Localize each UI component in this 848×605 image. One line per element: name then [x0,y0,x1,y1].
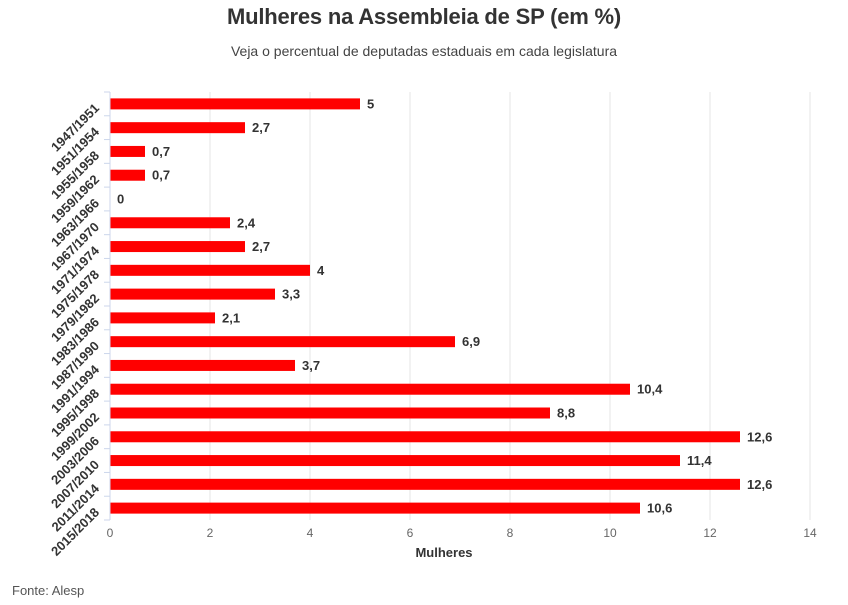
value-label: 3,3 [282,287,300,302]
bar [110,502,640,514]
value-label: 12,6 [747,477,772,492]
category-labels: 1947/19511951/19541955/19581959/19621963… [48,91,110,559]
bar [110,383,630,395]
value-labels: 5 2,7 0,7 0,7 0 2,4 2,7 4 3,3 2,1 6,9 3,7 10,4 8,8 12,… [117,96,772,515]
bar [110,241,245,253]
value-label: 0 [117,192,124,207]
value-label: 2,1 [222,310,240,325]
value-label: 4 [317,263,325,278]
x-tick-label: 12 [703,526,717,540]
value-label: 2,7 [252,120,270,135]
value-label: 10,4 [637,382,663,397]
bar [110,336,455,348]
value-label: 0,7 [152,168,170,183]
x-axis-title: Mulheres [415,545,472,560]
value-label: 3,7 [302,358,320,373]
x-tick-label: 14 [803,526,817,540]
bar [110,478,740,490]
value-label: 2,4 [237,215,256,230]
bar [110,359,295,371]
x-tick-label: 4 [307,526,314,540]
value-label: 11,4 [687,453,712,468]
bar [110,288,275,300]
bar [110,431,740,443]
x-tick-label: 0 [107,526,114,540]
bar [110,169,145,181]
bar [110,98,360,110]
grid-lines [209,92,811,520]
chart-title: Mulheres na Assembleia de SP (em %) [226,4,622,29]
value-label: 0,7 [152,144,170,159]
bar [110,312,215,324]
value-label: 12,6 [747,429,772,444]
x-tick-label: 6 [407,526,414,540]
bar [110,407,550,419]
value-label: 8,8 [557,406,575,421]
chart-subtitle: Veja o percentual de deputadas estaduais… [230,43,618,59]
bar [110,145,145,157]
x-tick-label: 10 [603,526,617,540]
source-note: Fonte: Alesp [12,583,85,598]
bar [110,264,310,276]
value-label: 6,9 [462,334,480,349]
bar [110,122,245,134]
bar [110,455,680,467]
x-axis-ticks: 0 2 4 6 8 10 12 14 [107,526,817,540]
bar [110,217,230,229]
value-label: 2,7 [252,239,270,254]
x-tick-label: 2 [207,526,214,540]
bars [110,98,740,514]
value-label: 5 [367,96,374,111]
value-label: 10,6 [647,501,672,516]
x-tick-label: 8 [507,526,514,540]
